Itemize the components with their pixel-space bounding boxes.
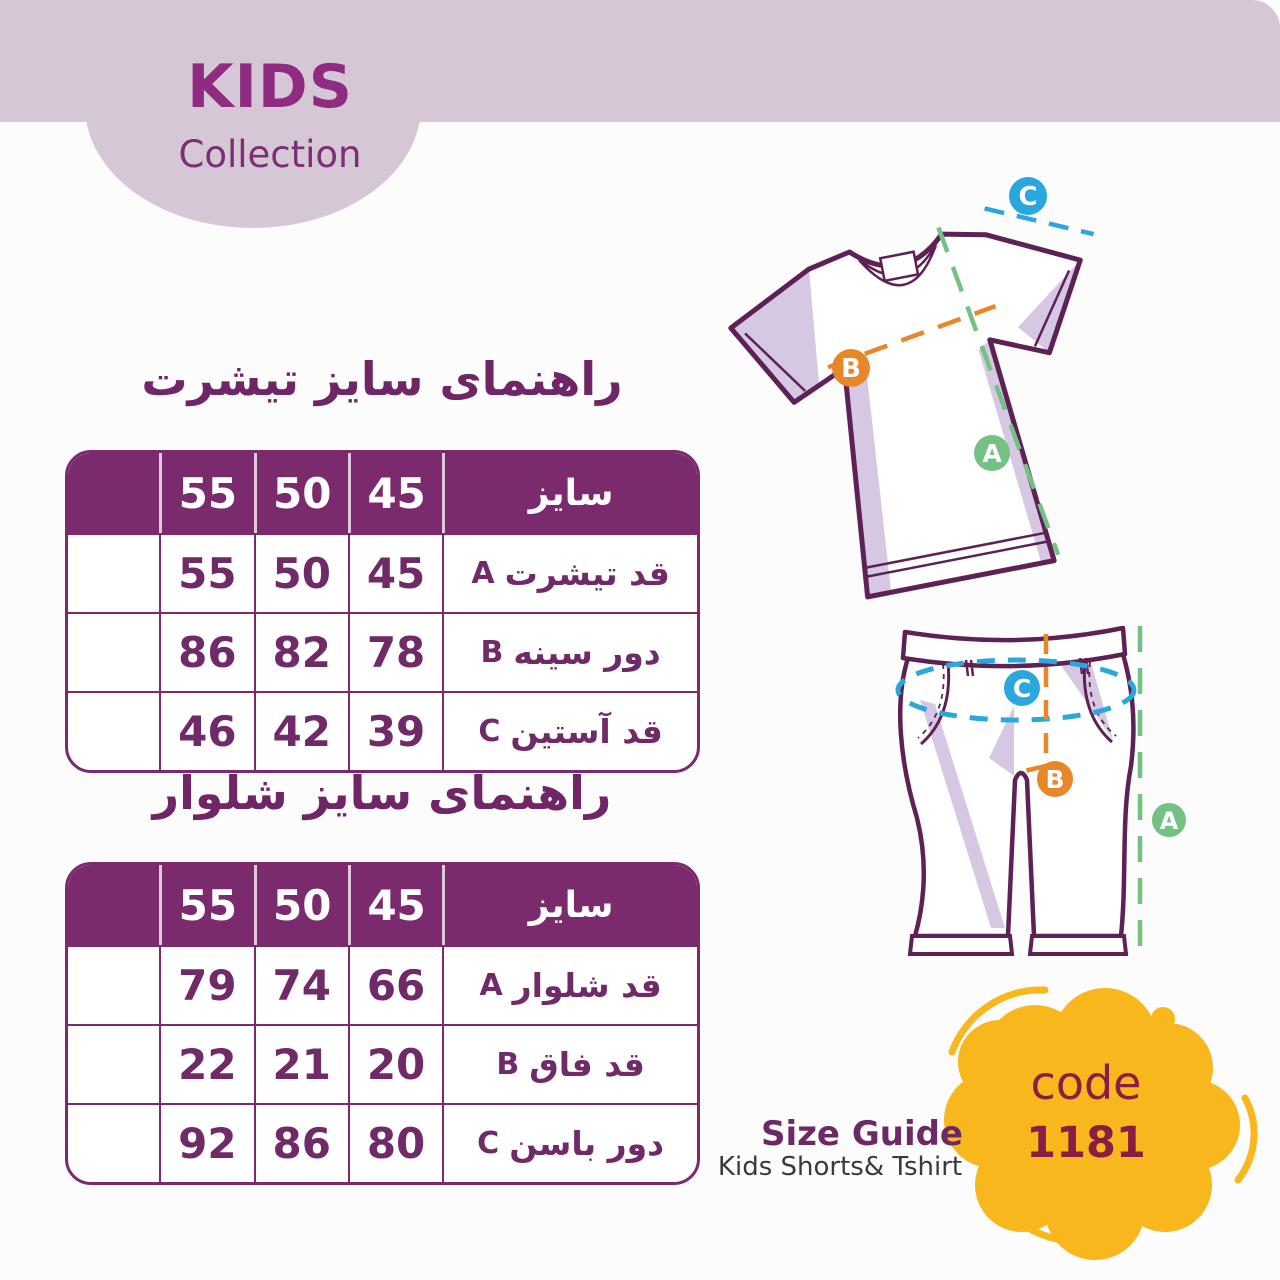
value-cell: 21 [253,1026,348,1103]
size-header-cell: سایز [442,453,697,533]
row-letter: A [479,968,503,1003]
marker-letter: C [1013,674,1031,703]
table-row: 86 82 78 دور سینه B [68,612,697,691]
pants-size-table: 55 50 45 سایز 79 74 66 قد شلوار A 22 21 … [65,862,700,1185]
table-row: 79 74 66 قد شلوار A [68,945,697,1024]
pants-marker-c: C [1004,670,1040,706]
marker-letter: B [1045,765,1064,794]
brand-subtitle: Collection [178,133,362,176]
pants-section-title: راهنمای سایز شلوار [152,766,612,820]
tshirt-size-table: 55 50 45 سایز 55 50 45 قد تیشرت A 86 82 … [65,450,700,773]
value-cell: 78 [347,614,442,691]
row-letter: A [471,556,495,591]
value-cell: 50 [253,535,348,612]
pants-drawing [895,625,1143,956]
blob-dot-large [1151,1007,1175,1031]
tshirt-section-title: راهنمای سایز تیشرت [141,352,623,406]
value-cell: 82 [253,614,348,691]
code-value: 1181 [1026,1118,1146,1168]
size-col-45: 45 [347,865,442,945]
value-cell: 39 [347,693,442,770]
row-label-cell: قد شلوار A [442,947,697,1024]
tshirt-chest-dash-line [827,304,997,370]
header-bulge [85,0,421,228]
marker-letter: A [1160,807,1179,835]
size-guide-title: Size Guide [761,1114,963,1154]
value-cell: 22 [159,1026,253,1103]
value-cell: 20 [347,1026,442,1103]
tshirt-marker-c: C [1009,177,1047,215]
table-row: 92 86 80 دور باسن C [68,1103,697,1182]
pants-rise-dash-line [1019,634,1049,775]
size-col-50: 50 [253,453,348,533]
row-letter: B [496,1047,520,1082]
row-label: دور سینه [513,633,661,672]
row-label-cell: قد آستین C [442,693,697,770]
size-col-55: 55 [159,453,253,533]
row-label-cell: قد تیشرت A [442,535,697,612]
value-cell: 55 [159,535,253,612]
waistband [900,625,1128,669]
value-cell: 86 [253,1105,348,1182]
tshirt-sleeve-dash-line [984,206,1095,237]
empty-header-cell [68,453,159,533]
marker-letter: C [1018,182,1037,212]
tshirt-length-dash-line [936,226,1061,556]
size-col-55: 55 [159,865,253,945]
pants-marker-b: B [1037,761,1073,797]
tshirt-marker-b: B [832,349,870,387]
size-col-45: 45 [347,453,442,533]
row-label-cell: قد فاق B [442,1026,697,1103]
size-header-cell: سایز [442,865,697,945]
value-cell: 74 [253,947,348,1024]
row-label: دور باسن [509,1124,665,1163]
blob-dot-small [1131,1015,1147,1031]
collar-label [878,250,920,283]
marker-letter: B [841,354,861,384]
empty-header-cell [68,865,159,945]
pants-marker-a: A [1152,803,1186,837]
brand-title: KIDS [187,52,353,122]
size-guide-subtitle: Kids Shorts& Tshirt [717,1152,963,1182]
value-cell: 86 [159,614,253,691]
table-row: 22 21 20 قد فاق B [68,1024,697,1103]
row-label: قد فاق [529,1045,645,1084]
row-letter: C [477,1126,500,1161]
row-label: قد آستین [510,712,663,751]
value-cell: 79 [159,947,253,1024]
value-cell: 46 [159,693,253,770]
row-label: قد تیشرت [504,554,670,593]
value-cell: 45 [347,535,442,612]
marker-letter: A [982,439,1002,468]
right-cuff [1027,934,1129,956]
tshirt-marker-a: A [974,435,1010,471]
size-col-50: 50 [253,865,348,945]
row-label-cell: دور باسن C [442,1105,697,1182]
table-row: 46 42 39 قد آستین C [68,691,697,770]
value-cell: 92 [159,1105,253,1182]
table-row: 55 50 45 قد تیشرت A [68,533,697,612]
row-label-cell: دور سینه B [442,614,697,691]
value-cell: 80 [347,1105,442,1182]
pants-hip-dash-ellipse [895,657,1137,723]
value-cell: 42 [253,693,348,770]
table-header-row: 55 50 45 سایز [68,865,697,945]
row-letter: C [478,714,501,749]
row-letter: B [480,635,504,670]
row-label: قد شلوار [512,966,662,1005]
value-cell: 66 [347,947,442,1024]
table-header-row: 55 50 45 سایز [68,453,697,533]
tshirt-drawing [728,206,1095,600]
code-label: code [1030,1056,1142,1110]
left-cuff [907,934,1015,956]
